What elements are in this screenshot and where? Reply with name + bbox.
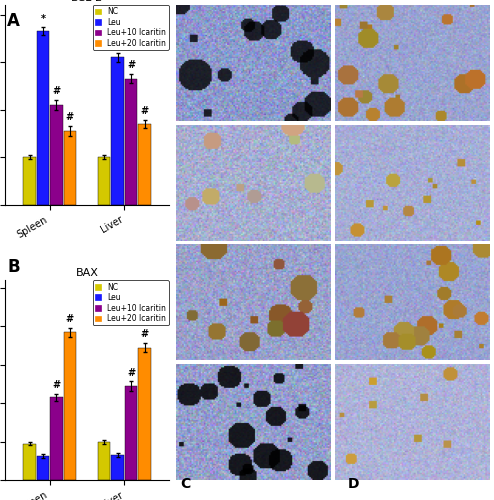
Text: #: # [52,86,60,96]
Bar [112,455,124,480]
Bar [138,348,151,480]
Text: A: A [7,12,20,30]
Text: D: D [347,477,359,491]
Legend: NC, Leu, Leu+10 Icaritin, Leu+20 Icaritin: NC, Leu, Leu+10 Icaritin, Leu+20 Icariti… [93,280,168,326]
Bar [23,444,36,480]
Text: *: * [115,38,120,48]
Bar [125,386,137,480]
Bar [64,332,76,480]
Text: *: * [41,14,45,24]
Bar [112,58,124,204]
Bar [37,456,49,480]
Bar [138,124,151,204]
Bar [50,398,63,480]
Text: B: B [7,258,20,276]
Bar [50,105,63,204]
Bar [98,442,110,480]
Text: #: # [140,106,149,116]
Bar [98,157,110,204]
Text: #: # [127,60,135,70]
Bar [37,31,49,204]
Title: BCL-2: BCL-2 [71,0,103,3]
Text: #: # [52,380,60,390]
Text: #: # [66,314,74,324]
Text: #: # [140,329,149,339]
Text: #: # [127,368,135,378]
Legend: NC, Leu, Leu+10 Icaritin, Leu+20 Icaritin: NC, Leu, Leu+10 Icaritin, Leu+20 Icariti… [93,5,168,50]
Text: #: # [66,112,74,122]
Title: BAX: BAX [76,268,98,278]
Text: C: C [180,477,190,491]
Bar [23,157,36,204]
Bar [64,131,76,204]
Bar [125,78,137,204]
